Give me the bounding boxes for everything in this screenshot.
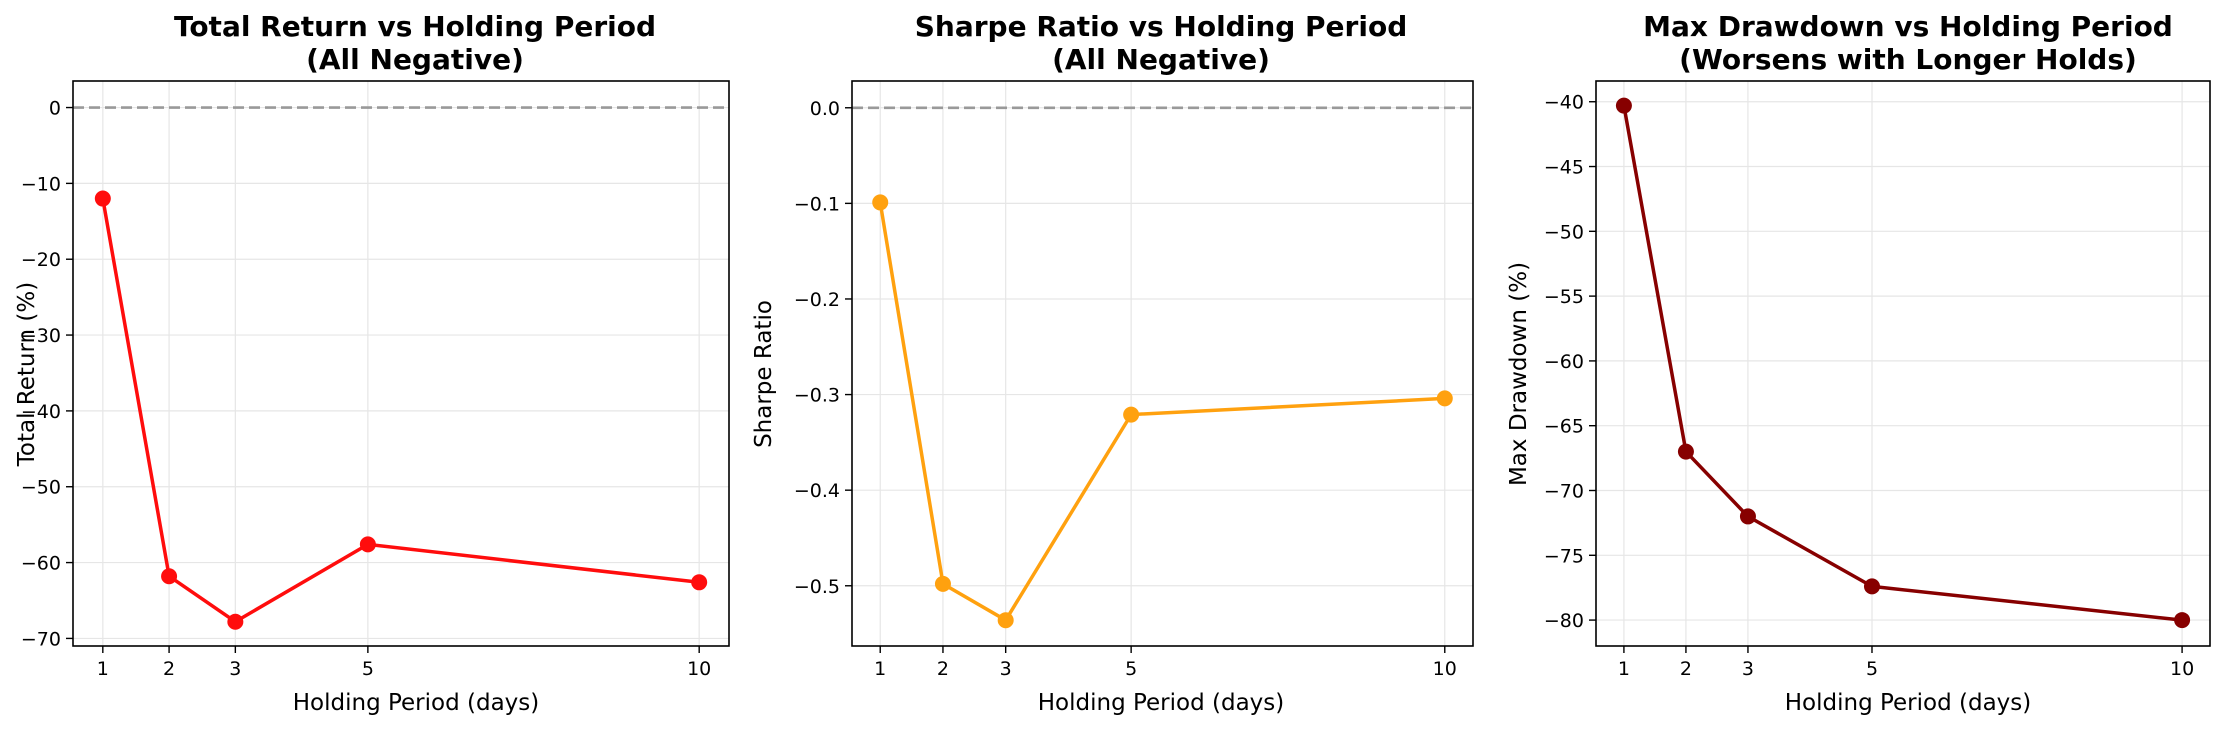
axes-frame bbox=[851, 80, 1474, 647]
data-point bbox=[934, 575, 951, 592]
y-tick-label: −65 bbox=[1544, 416, 1584, 438]
data-point bbox=[1863, 578, 1880, 595]
data-point bbox=[1677, 443, 1694, 460]
x-tick-label: 10 bbox=[1433, 658, 1457, 680]
y-tick-label: −50 bbox=[21, 477, 61, 499]
y-tick-label: 0.0 bbox=[810, 98, 840, 120]
chart-title: Total Return vs Holding Period bbox=[174, 10, 656, 43]
y-tick-label: −80 bbox=[1544, 610, 1584, 632]
x-tick-label: 5 bbox=[1866, 658, 1878, 680]
x-tick-label: 2 bbox=[937, 658, 949, 680]
data-point bbox=[1615, 97, 1632, 114]
y-tick-label: −10 bbox=[21, 173, 61, 195]
y-tick-label: −0.3 bbox=[794, 385, 840, 407]
chart-title: Sharpe Ratio vs Holding Period bbox=[915, 10, 1408, 43]
data-point bbox=[161, 568, 178, 585]
axes-frame bbox=[72, 80, 730, 647]
x-tick-label: 5 bbox=[362, 658, 374, 680]
axes-frame bbox=[1595, 80, 2211, 647]
data-point bbox=[2174, 612, 2191, 629]
y-tick-label: −70 bbox=[21, 628, 61, 650]
y-axis-label: Max Drawdown (%) bbox=[1506, 262, 1532, 486]
x-tick-label: 2 bbox=[1680, 658, 1692, 680]
y-tick-label: −75 bbox=[1544, 545, 1584, 567]
data-point bbox=[359, 536, 376, 553]
y-tick-label: −0.2 bbox=[794, 289, 840, 311]
chart-subtitle: (Worsens with Longer Holds) bbox=[1679, 43, 2137, 76]
y-tick-label: −45 bbox=[1544, 157, 1584, 179]
y-axis-label: Total Return (%) bbox=[14, 282, 40, 467]
x-tick-label: 5 bbox=[1125, 658, 1137, 680]
x-tick-label: 1 bbox=[874, 658, 886, 680]
x-tick-label: 3 bbox=[229, 658, 241, 680]
x-tick-label: 10 bbox=[687, 658, 711, 680]
data-point bbox=[1739, 508, 1756, 525]
y-tick-label: −70 bbox=[1544, 480, 1584, 502]
y-tick-label: −20 bbox=[21, 249, 61, 271]
y-tick-label: −40 bbox=[21, 401, 61, 423]
y-tick-label: −50 bbox=[1544, 221, 1584, 243]
data-point bbox=[997, 612, 1014, 629]
y-tick-label: −40 bbox=[1544, 92, 1584, 114]
y-tick-label: 0 bbox=[49, 98, 61, 120]
y-axis-label: Sharpe Ratio bbox=[751, 300, 777, 448]
data-point bbox=[1123, 406, 1140, 423]
chart-title: Max Drawdown vs Holding Period bbox=[1643, 10, 2173, 43]
chart-subtitle: (All Negative) bbox=[306, 43, 524, 76]
plot-area: 1 2 3 5 10 0 −10 −20 −30 −40 −50 −60 −70 bbox=[21, 80, 730, 680]
x-axis-label: Holding Period (days) bbox=[293, 690, 540, 716]
y-tick-label: −0.4 bbox=[794, 480, 840, 502]
data-point bbox=[227, 613, 244, 630]
y-tick-label: −60 bbox=[21, 553, 61, 575]
y-tick-label: −0.5 bbox=[794, 576, 840, 598]
chart-panel-max-drawdown: Max Drawdown vs Holding Period (Worsens … bbox=[1506, 10, 2211, 716]
data-point bbox=[691, 574, 708, 591]
data-point bbox=[872, 194, 889, 211]
y-tick-label: −30 bbox=[21, 325, 61, 347]
x-tick-label: 3 bbox=[1742, 658, 1754, 680]
plot-area: 1 2 3 5 10 0.0 −0.1 −0.2 −0.3 −0.4 −0.5 bbox=[794, 80, 1474, 680]
x-tick-label: 1 bbox=[97, 658, 109, 680]
x-tick-label: 1 bbox=[1618, 658, 1630, 680]
y-tick-label: −60 bbox=[1544, 351, 1584, 373]
x-tick-label: 10 bbox=[2170, 658, 2194, 680]
x-axis-label: Holding Period (days) bbox=[1785, 690, 2032, 716]
x-tick-label: 2 bbox=[163, 658, 175, 680]
plot-area: 1 2 3 5 10 −40 −45 −50 −55 −60 −65 −70 −75 −80 bbox=[1544, 80, 2211, 680]
data-point bbox=[94, 190, 111, 207]
x-tick-label: 3 bbox=[1000, 658, 1012, 680]
y-tick-label: −55 bbox=[1544, 286, 1584, 308]
x-axis-label: Holding Period (days) bbox=[1038, 690, 1285, 716]
chart-panel-total-return: Total Return vs Holding Period (All Nega… bbox=[14, 10, 730, 716]
chart-panel-sharpe-ratio: Sharpe Ratio vs Holding Period (All Nega… bbox=[751, 10, 1474, 716]
data-point bbox=[1436, 390, 1453, 407]
chart-subtitle: (All Negative) bbox=[1052, 43, 1270, 76]
y-tick-label: −0.1 bbox=[794, 193, 840, 215]
